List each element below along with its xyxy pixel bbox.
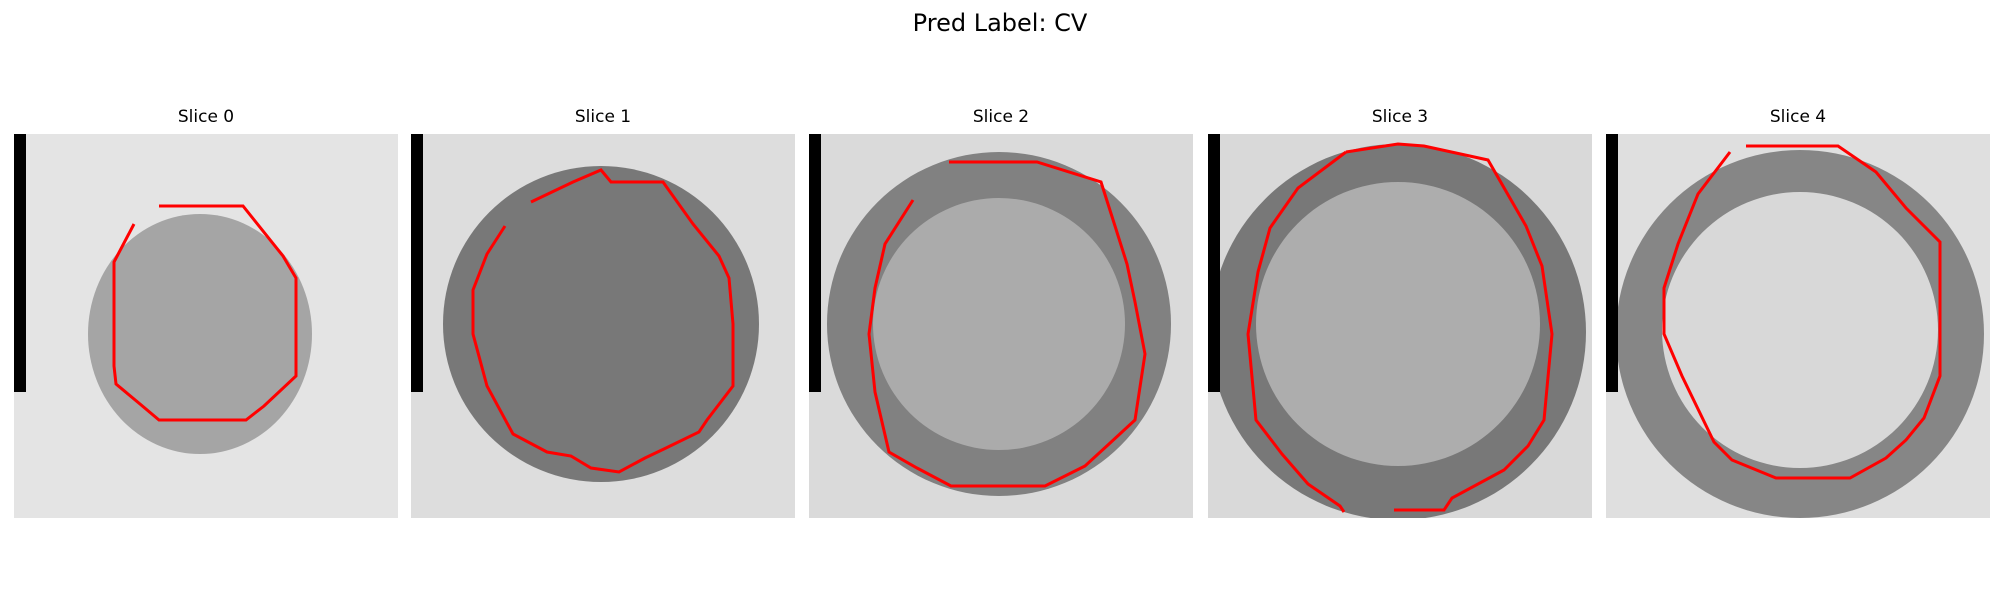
vesicle-lumen — [1256, 182, 1540, 466]
slice-panel-0: Slice 0 — [14, 106, 398, 526]
slice-panel-1: Slice 1 — [411, 106, 795, 526]
slice-panel-3: Slice 3 — [1208, 106, 1592, 526]
segmentation-contour — [471, 168, 735, 474]
edge-artifact-bar — [809, 134, 821, 392]
slice-2-image — [809, 134, 1193, 518]
vesicle-lumen — [873, 198, 1125, 450]
vesicle-body — [88, 214, 312, 454]
segmentation-contour — [1662, 144, 1942, 480]
segmentation-contour — [1345, 142, 1554, 512]
slice-3-image — [1208, 134, 1592, 518]
slice-1-image — [411, 134, 795, 518]
slice-0-image — [14, 134, 398, 518]
slice-3-title: Slice 3 — [1371, 107, 1429, 127]
edge-artifact-bar — [411, 134, 423, 392]
slice-4-title: Slice 4 — [1769, 107, 1827, 127]
edge-artifact-bar — [1606, 134, 1618, 392]
edge-artifact-bar — [14, 134, 26, 392]
edge-artifact-bar — [1208, 134, 1220, 392]
vesicle-lumen — [1662, 192, 1938, 468]
vesicle-body — [443, 166, 759, 482]
segmentation-contour-open — [1246, 150, 1347, 513]
slice-4-image — [1606, 134, 1990, 518]
slice-2-title: Slice 2 — [972, 107, 1030, 127]
segmentation-contour — [112, 204, 298, 422]
slice-panel-2: Slice 2 — [809, 106, 1193, 526]
figure-title: Pred Label: CV — [912, 9, 1088, 37]
slice-1-title: Slice 1 — [574, 107, 632, 127]
slice-0-title: Slice 0 — [177, 107, 235, 127]
slice-panel-4: Slice 4 — [1606, 106, 1990, 526]
segmentation-contour — [867, 160, 1147, 488]
